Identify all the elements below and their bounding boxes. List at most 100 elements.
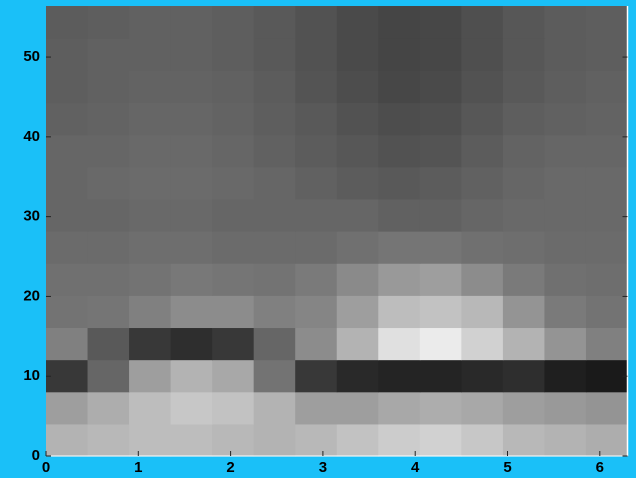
- image-cell: [88, 360, 130, 393]
- image-cell: [88, 70, 130, 103]
- image-cell: [378, 263, 420, 296]
- image-cell: [254, 38, 296, 71]
- image-cell: [212, 424, 254, 457]
- x-tick-label: 2: [226, 459, 234, 476]
- image-cell: [129, 327, 171, 360]
- image-cell: [586, 263, 628, 296]
- image-cell: [337, 70, 379, 103]
- image-cell: [378, 424, 420, 457]
- image-cell: [586, 392, 628, 425]
- image-cell: [88, 135, 130, 168]
- image-cell: [46, 360, 88, 393]
- image-cell: [420, 199, 462, 232]
- image-cell: [254, 424, 296, 457]
- image-cell: [295, 327, 337, 360]
- image-cell: [586, 424, 628, 457]
- image-cell: [337, 424, 379, 457]
- image-cell: [254, 295, 296, 328]
- image-cell: [544, 6, 586, 39]
- image-cell: [378, 392, 420, 425]
- image-cell: [586, 135, 628, 168]
- image-cell: [212, 167, 254, 200]
- image-cell: [503, 102, 545, 135]
- image-cell: [544, 70, 586, 103]
- image-cell: [544, 424, 586, 457]
- image-cell: [503, 167, 545, 200]
- image-cell: [461, 231, 503, 264]
- image-cell: [46, 424, 88, 457]
- image-cell: [295, 360, 337, 393]
- image-cell: [420, 231, 462, 264]
- image-cell: [295, 199, 337, 232]
- image-cell: [503, 70, 545, 103]
- image-cell: [544, 38, 586, 71]
- y-tick-label: 30: [23, 208, 40, 225]
- image-cell: [129, 167, 171, 200]
- image: [46, 6, 628, 457]
- image-cell: [88, 6, 130, 39]
- image-cell: [46, 38, 88, 71]
- image-cell: [420, 360, 462, 393]
- image-cell: [129, 424, 171, 457]
- image-cell: [461, 263, 503, 296]
- image-cell: [212, 392, 254, 425]
- image-cell: [295, 6, 337, 39]
- image-cell: [461, 70, 503, 103]
- y-tick-label: 0: [32, 447, 40, 464]
- image-cell: [254, 199, 296, 232]
- image-cell: [544, 360, 586, 393]
- image-cell: [503, 231, 545, 264]
- image-cell: [254, 70, 296, 103]
- image-cell: [88, 102, 130, 135]
- image-cell: [88, 231, 130, 264]
- image-cell: [544, 231, 586, 264]
- image-cell: [586, 38, 628, 71]
- image-cell: [46, 135, 88, 168]
- image-cell: [586, 70, 628, 103]
- image-cell: [171, 38, 213, 71]
- image-cell: [544, 295, 586, 328]
- image-cell: [212, 199, 254, 232]
- image-cell: [129, 70, 171, 103]
- image-cell: [46, 102, 88, 135]
- image-cell: [88, 424, 130, 457]
- image-cell: [503, 295, 545, 328]
- image-cell: [420, 392, 462, 425]
- image-cell: [212, 6, 254, 39]
- image-cell: [461, 327, 503, 360]
- image-cell: [212, 360, 254, 393]
- image-cell: [461, 102, 503, 135]
- image-cell: [295, 231, 337, 264]
- image-cell: [46, 199, 88, 232]
- image-cell: [503, 424, 545, 457]
- image-cell: [129, 231, 171, 264]
- image-cell: [461, 135, 503, 168]
- image-cell: [254, 135, 296, 168]
- chart: 012345601020304050: [0, 0, 636, 478]
- image-cell: [295, 392, 337, 425]
- y-tick-label: 10: [23, 367, 40, 384]
- image-cell: [378, 135, 420, 168]
- image-cell: [420, 6, 462, 39]
- image-cell: [337, 102, 379, 135]
- image-cell: [295, 295, 337, 328]
- image-cell: [420, 295, 462, 328]
- image-cell: [503, 263, 545, 296]
- image-cell: [46, 6, 88, 39]
- image-cell: [544, 392, 586, 425]
- x-tick-label: 0: [42, 459, 50, 476]
- image-cell: [46, 263, 88, 296]
- image-cell: [254, 102, 296, 135]
- image-cell: [378, 70, 420, 103]
- y-tick-label: 40: [23, 128, 40, 145]
- image-cell: [171, 135, 213, 168]
- image-cell: [212, 38, 254, 71]
- image-cell: [544, 167, 586, 200]
- image-cell: [586, 167, 628, 200]
- image-cell: [420, 102, 462, 135]
- image-cell: [337, 360, 379, 393]
- image-cell: [129, 360, 171, 393]
- image-cell: [378, 327, 420, 360]
- x-tick-label: 5: [503, 459, 511, 476]
- image-cell: [254, 360, 296, 393]
